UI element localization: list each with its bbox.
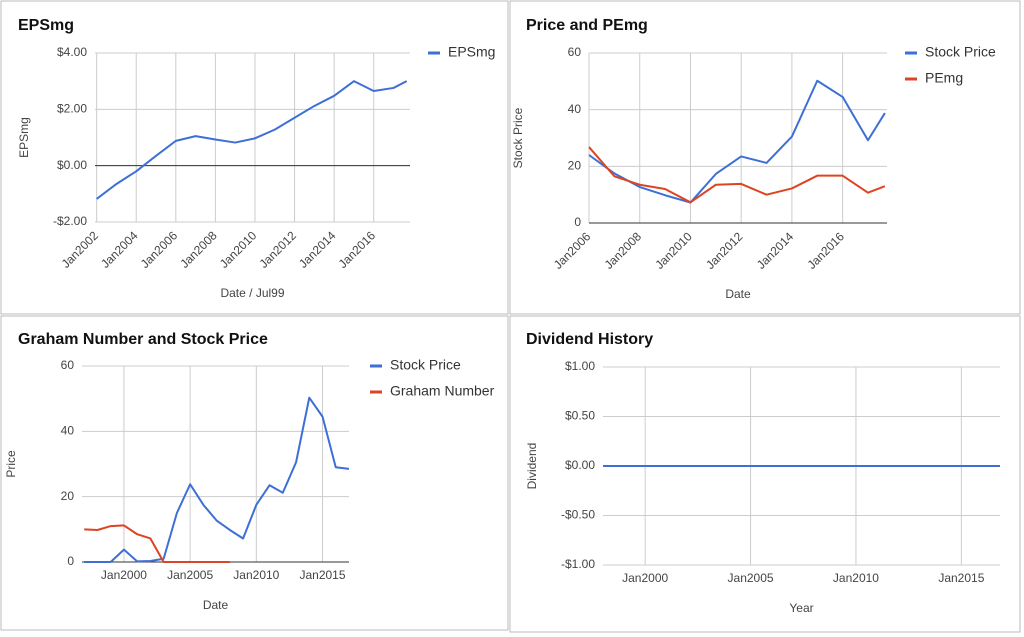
x-tick-label: Jan2010 xyxy=(233,568,279,582)
y-tick-label: 40 xyxy=(61,424,75,438)
x-axis-label: Year xyxy=(789,601,813,615)
y-tick-label: 0 xyxy=(67,554,74,568)
panel xyxy=(0,315,509,631)
y-tick-label: $2.00 xyxy=(57,102,87,116)
x-tick-label: Jan2005 xyxy=(728,571,774,585)
panel xyxy=(509,0,1021,315)
chart-title: Graham Number and Stock Price xyxy=(18,331,268,348)
y-tick-label: 40 xyxy=(568,102,582,116)
legend-label: Graham Number xyxy=(390,383,495,399)
y-tick-label: $0.00 xyxy=(565,458,595,472)
y-tick-label: 0 xyxy=(574,215,581,229)
legend-label: EPSmg xyxy=(448,44,495,60)
y-axis-label: Stock Price xyxy=(511,107,525,168)
y-axis-label: Dividend xyxy=(525,443,539,490)
y-tick-label: $0.50 xyxy=(565,409,595,423)
x-tick-label: Jan2015 xyxy=(938,571,984,585)
series-line xyxy=(588,146,886,204)
legend-label: Stock Price xyxy=(390,357,461,373)
y-tick-label: -$1.00 xyxy=(561,557,595,571)
x-tick-label: Jan2010 xyxy=(833,571,879,585)
series-line xyxy=(588,79,886,204)
chart-title: Price and PEmg xyxy=(526,17,648,34)
legend-label: PEmg xyxy=(925,70,963,86)
x-axis-label: Date / Jul99 xyxy=(220,286,284,300)
x-axis-label: Date xyxy=(725,287,751,301)
y-axis-label: Price xyxy=(4,450,18,478)
chart-title: EPSmg xyxy=(18,17,74,34)
x-tick-label: Jan2015 xyxy=(299,568,345,582)
y-tick-label: 20 xyxy=(568,159,582,173)
y-tick-label: $1.00 xyxy=(565,359,595,373)
series-line xyxy=(84,524,230,563)
y-tick-label: 60 xyxy=(61,358,75,372)
chart-title: Dividend History xyxy=(526,331,653,348)
y-tick-label: 60 xyxy=(568,45,582,59)
panel xyxy=(0,0,509,315)
x-tick-label: Jan2000 xyxy=(622,571,668,585)
y-axis-label: EPSmg xyxy=(17,117,31,158)
series-line xyxy=(84,396,350,563)
series-line xyxy=(96,80,408,200)
y-tick-label: 20 xyxy=(61,489,75,503)
x-tick-label: Jan2000 xyxy=(101,568,147,582)
y-tick-label: $4.00 xyxy=(57,45,87,59)
legend-label: Stock Price xyxy=(925,44,996,60)
x-axis-label: Date xyxy=(203,598,229,612)
x-tick-label: Jan2005 xyxy=(167,568,213,582)
y-tick-label: -$2.00 xyxy=(53,214,87,228)
panel xyxy=(509,315,1021,633)
y-tick-label: -$0.50 xyxy=(561,508,595,522)
y-tick-label: $0.00 xyxy=(57,158,87,172)
